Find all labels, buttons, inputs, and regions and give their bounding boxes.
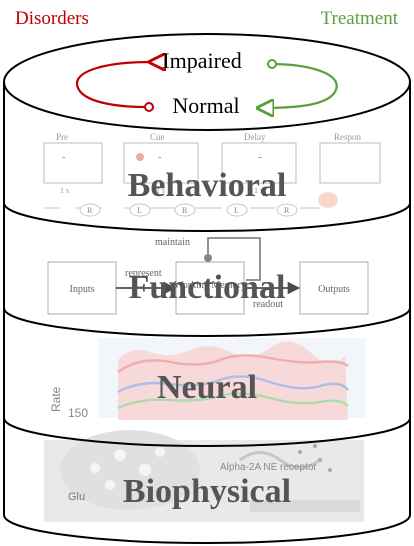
epoch-mark-3: - — [258, 151, 262, 163]
choice-mark-4: L — [234, 206, 239, 215]
epoch-mark-1: - — [62, 151, 66, 163]
functional-title: Functional — [129, 269, 286, 306]
impaired-label: Impaired — [162, 48, 241, 73]
outputs-label: Outputs — [318, 284, 350, 295]
biophysical-title: Biophysical — [123, 473, 291, 510]
maintain-label: maintain — [155, 237, 190, 248]
epoch-mark-2: - — [158, 151, 162, 163]
epoch-delay: Delay — [244, 132, 266, 142]
choice-mark-5: R — [284, 206, 290, 215]
neural-y-label: Rate — [49, 386, 63, 412]
normal-label: Normal — [172, 93, 239, 118]
choice-mark-1: R — [87, 206, 93, 215]
receptor-label: Alpha-2A NE receptor — [220, 462, 317, 473]
choice-mark-2: L — [137, 206, 142, 215]
choice-mark-3: R — [182, 206, 188, 215]
top-disc: Impaired Normal — [4, 34, 410, 130]
inputs-label: Inputs — [70, 284, 95, 295]
epoch-response: Respon — [334, 132, 362, 142]
time-mark-1: 1 s — [60, 186, 69, 195]
behavioral-title: Behavioral — [128, 167, 287, 204]
glu-label: Glu — [68, 491, 85, 503]
epoch-pre: Pre — [56, 132, 68, 142]
neural-y-tick: 150 — [68, 406, 88, 420]
neural-title: Neural — [157, 369, 257, 406]
epoch-cue: Cue — [150, 132, 165, 142]
treatment-arrow-origin — [268, 60, 276, 68]
impairment-arrow-origin — [145, 103, 153, 111]
